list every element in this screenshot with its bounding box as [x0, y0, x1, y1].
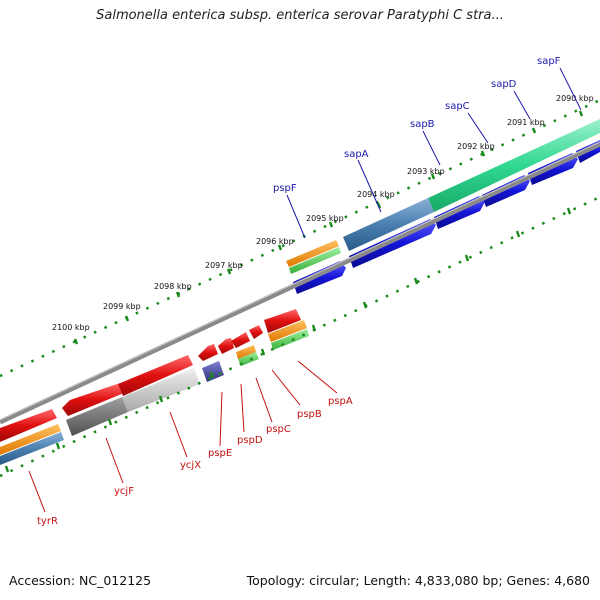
gene-arrow-pspA[interactable] [264, 309, 301, 333]
gene-label-tyrR[interactable]: tyrR [37, 516, 58, 527]
cds-green-pspD[interactable] [238, 352, 259, 366]
gene-label-sapC[interactable]: sapC [445, 101, 470, 112]
cds-orange-pspF[interactable] [286, 240, 339, 267]
cds-gray-ycjX[interactable] [122, 368, 200, 412]
gene-label-sapB[interactable]: sapB [410, 119, 435, 130]
upper-leader-lines [286, 67, 582, 239]
gene-label-pspE[interactable]: pspE [208, 448, 232, 459]
accession-text: Accession: NC_012125 [9, 573, 152, 588]
gene-label-sapA[interactable]: sapA [344, 149, 369, 160]
map-title: Salmonella enterica subsp. enterica sero… [96, 8, 504, 23]
gene-label-pspD[interactable]: pspD [237, 435, 263, 446]
genome-backbone [0, 141, 600, 425]
kbp-label: 2093 kbp [407, 167, 445, 176]
gene-label-pspF[interactable]: pspF [273, 183, 297, 194]
cds-purple-pspE[interactable] [202, 361, 224, 382]
gene-label-pspB[interactable]: pspB [297, 409, 322, 420]
gene-label-sapD[interactable]: sapD [491, 79, 517, 90]
cds-green-pspA[interactable] [271, 329, 309, 350]
gene-arrow-pspD[interactable] [218, 338, 234, 354]
cds-gray-ycjF[interactable] [66, 397, 128, 436]
gene-arrow-pspC[interactable] [231, 332, 250, 348]
gene-arrow-ycjX[interactable] [118, 355, 193, 396]
gene-label-ycjX[interactable]: ycjX [180, 460, 201, 471]
kbp-label: 2092 kbp [457, 142, 495, 151]
kbp-label: 2099 kbp [103, 302, 141, 311]
cds-orange-pspD[interactable] [236, 345, 256, 359]
kbp-label: 2100 kbp [52, 323, 90, 332]
kbp-label: 2091 kbp [507, 118, 545, 127]
gene-label-pspA[interactable]: pspA [328, 396, 353, 407]
kbp-label: 2098 kbp [154, 282, 192, 291]
genome-backbone-highlight [0, 141, 600, 421]
lower-leader-lines [28, 360, 338, 513]
gene-arrow-pspB[interactable] [249, 325, 263, 339]
outer-scale-ticks [73, 110, 584, 345]
cds-band-teal[interactable] [428, 119, 600, 212]
cds-band-steel[interactable] [343, 198, 434, 251]
kbp-label: 2094 kbp [357, 190, 395, 199]
kbp-label: 2096 kbp [256, 237, 294, 246]
gene-label-sapF[interactable]: sapF [537, 56, 561, 67]
gene-arrow-pspE[interactable] [198, 344, 218, 361]
gene-label-pspC[interactable]: pspC [266, 424, 291, 435]
gene-arrow-ycjF[interactable] [62, 383, 124, 416]
gene-label-ycjF[interactable]: ycjF [114, 486, 134, 497]
kbp-label: 2097 kbp [205, 261, 243, 270]
cds-orange-tyrR[interactable] [0, 424, 61, 455]
cds-steel-tyrR[interactable] [0, 432, 64, 465]
gene-arrow-tyrR[interactable] [0, 409, 57, 442]
cds-orange-pspA[interactable] [268, 320, 307, 342]
kbp-label: 2095 kbp [306, 214, 344, 223]
topology-text: Topology: circular; Length: 4,833,080 bp… [246, 573, 590, 588]
inner-scale-ticks [4, 207, 572, 473]
cds-green-pspF[interactable] [289, 247, 341, 274]
